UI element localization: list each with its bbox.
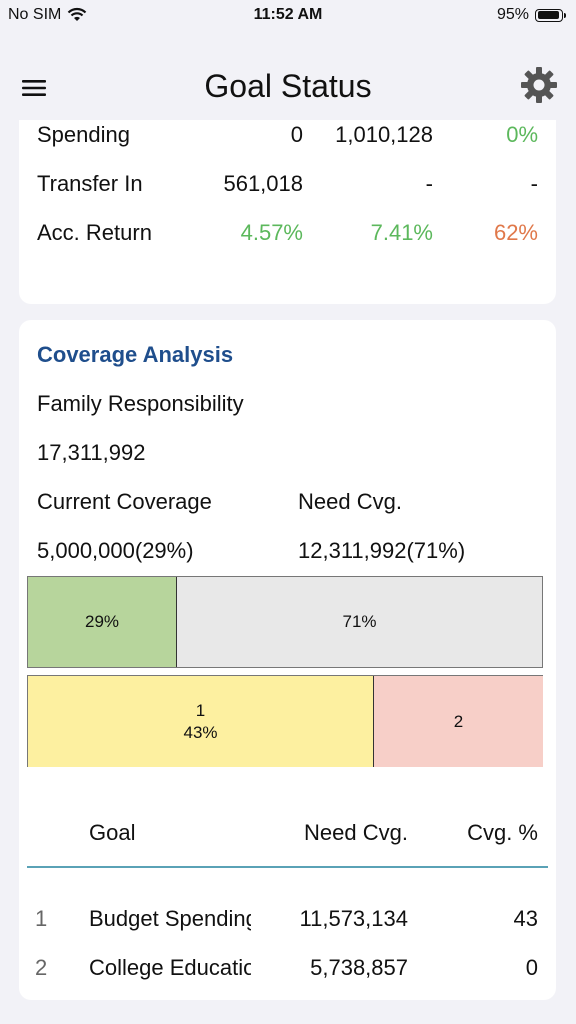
need-coverage-value: 12,311,992(71%): [298, 538, 466, 563]
battery-percent: 95%: [496, 6, 529, 23]
table-row[interactable]: 1 Budget Spending 11,573,134 43: [19, 906, 556, 936]
need-coverage-label: Need Cvg.: [298, 489, 402, 514]
table-row[interactable]: 2 College Education 5,738,857 0: [19, 955, 556, 985]
row-label: Spending: [37, 122, 130, 147]
summary-row-acc-return: Acc. Return 4.57% 7.41% 62%: [19, 220, 556, 250]
row-value-3: -: [530, 171, 538, 196]
row-value-1: 0: [290, 122, 303, 147]
row-value-3: 62%: [493, 220, 538, 245]
coverage-bar: 29% 71%: [27, 576, 543, 668]
row-value-2: 7.41%: [370, 220, 433, 245]
row-value-3: 0%: [506, 122, 538, 147]
summary-row-transfer-in: Transfer In 561,018 - -: [19, 171, 556, 201]
header-need-cvg: Need Cvg.: [304, 820, 408, 845]
menu-icon[interactable]: [20, 74, 48, 102]
gear-icon[interactable]: [520, 66, 558, 104]
battery-info: 95%: [497, 6, 566, 24]
carrier-info: No SIM: [8, 6, 87, 24]
row-label: Transfer In: [37, 171, 143, 196]
battery-icon: [535, 8, 563, 22]
row-value-2: -: [425, 171, 433, 196]
goal-2-segment: 2: [374, 676, 543, 767]
segment-label: 71%: [342, 612, 377, 631]
row-index: 1: [35, 906, 48, 931]
segment-label: 29%: [84, 612, 120, 631]
page-title: Goal Status: [204, 68, 372, 104]
row-index: 2: [35, 955, 48, 980]
status-bar: No SIM 11:52 AM 95%: [0, 0, 576, 32]
need-coverage-segment: 71%: [177, 577, 542, 667]
row-value-2: 1,010,128: [335, 122, 433, 147]
clock: 11:52 AM: [253, 6, 323, 23]
section-title: Coverage Analysis: [37, 342, 234, 367]
goal-name: College Education: [89, 955, 251, 980]
wifi-icon: [68, 7, 87, 21]
cvg-pct-value: 43: [513, 906, 538, 931]
family-responsibility-label: Family Responsibility: [37, 391, 244, 416]
current-coverage-value: 5,000,000(29%): [37, 538, 194, 563]
goal-name: Budget Spending: [89, 906, 251, 931]
goal-1-segment: 1 43%: [28, 676, 374, 767]
segment-label: 43%: [183, 722, 218, 742]
header-goal: Goal: [89, 820, 136, 845]
current-coverage-label: Current Coverage: [37, 489, 212, 514]
goals-table-header: Goal Need Cvg. Cvg. %: [19, 820, 556, 850]
family-responsibility-value: 17,311,992: [37, 440, 146, 465]
need-cvg-value: 5,738,857: [310, 955, 408, 980]
nav-bar: Goal Status: [0, 56, 576, 120]
need-cvg-value: 11,573,134: [299, 906, 408, 931]
summary-card: Spending 0 1,010,128 0% Transfer In 561,…: [19, 120, 556, 304]
summary-row-spending: Spending 0 1,010,128 0%: [19, 122, 556, 152]
row-value-1: 561,018: [223, 171, 303, 196]
row-value-1: 4.57%: [240, 220, 303, 245]
header-cvg-pct: Cvg. %: [467, 820, 538, 845]
header-divider: [27, 866, 548, 868]
carrier-label: No SIM: [8, 6, 62, 23]
goal-coverage-bar: 1 43% 2: [27, 675, 543, 767]
row-label: Acc. Return: [37, 220, 152, 245]
current-coverage-segment: 29%: [28, 577, 177, 667]
segment-index: 2: [453, 711, 464, 731]
coverage-card: Coverage Analysis Family Responsibility …: [19, 320, 556, 1000]
segment-index: 1: [195, 700, 206, 720]
cvg-pct-value: 0: [525, 955, 538, 980]
